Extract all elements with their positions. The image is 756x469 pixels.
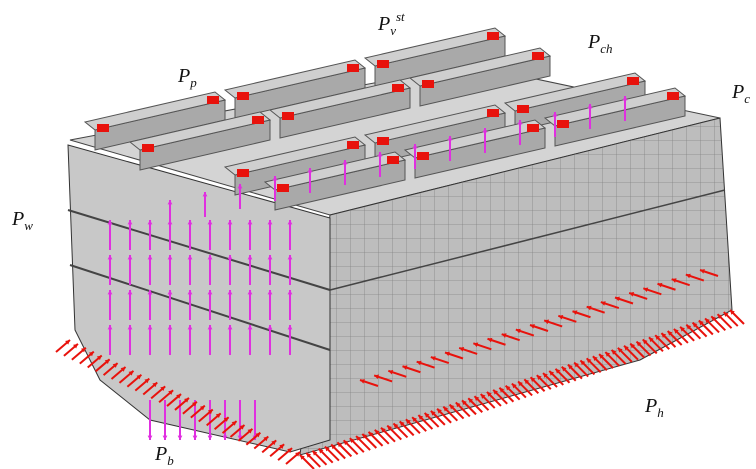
lashing (392, 84, 404, 92)
lashing (237, 169, 249, 177)
lashing (527, 124, 539, 132)
lashing (97, 124, 109, 132)
label-sub: ch (600, 41, 612, 56)
label-base: P (177, 65, 190, 87)
label-sub: w (24, 218, 33, 233)
lashing (142, 144, 154, 152)
label-base: P (377, 13, 390, 35)
label-sub: b (167, 453, 174, 468)
lashing (282, 112, 294, 120)
label-ph: Ph (644, 395, 664, 420)
arrow-head (208, 436, 213, 440)
label-base: P (587, 31, 600, 53)
lashing (422, 80, 434, 88)
label-sub: c (744, 91, 750, 106)
label-pp: Pp (177, 65, 197, 90)
label-pch: Pch (587, 31, 613, 56)
lashing (252, 116, 264, 124)
label-base: P (154, 443, 167, 465)
label-pv: Pvst (377, 9, 405, 38)
lashing (277, 184, 289, 192)
label-sub: p (189, 75, 197, 90)
lashing (667, 92, 679, 100)
arrow-head (193, 436, 198, 440)
label-pw: Pw (11, 208, 33, 233)
label-pb: Pb (154, 443, 174, 468)
lashing (387, 156, 399, 164)
arrow-head (163, 436, 168, 440)
lashing (377, 137, 389, 145)
lashing (347, 141, 359, 149)
label-sub: v (390, 23, 396, 38)
label-base: P (11, 208, 24, 230)
lashing (377, 60, 389, 68)
figure: Pvst Pch Pp Pc Pw Pb Ph (0, 0, 756, 469)
arrow-head (178, 436, 183, 440)
lashing (517, 105, 529, 113)
label-sub: h (657, 405, 664, 420)
lashing (207, 96, 219, 104)
label-base: P (644, 395, 657, 417)
label-pc: Pc (731, 81, 750, 106)
lashing (557, 120, 569, 128)
lashing (417, 152, 429, 160)
lashing (627, 77, 639, 85)
arrow-head (148, 436, 153, 440)
label-base: P (731, 81, 744, 103)
lashing (532, 52, 544, 60)
lashing (487, 32, 499, 40)
lashing (347, 64, 359, 72)
lashing (487, 109, 499, 117)
label-sup: st (396, 9, 405, 24)
lashing (237, 92, 249, 100)
